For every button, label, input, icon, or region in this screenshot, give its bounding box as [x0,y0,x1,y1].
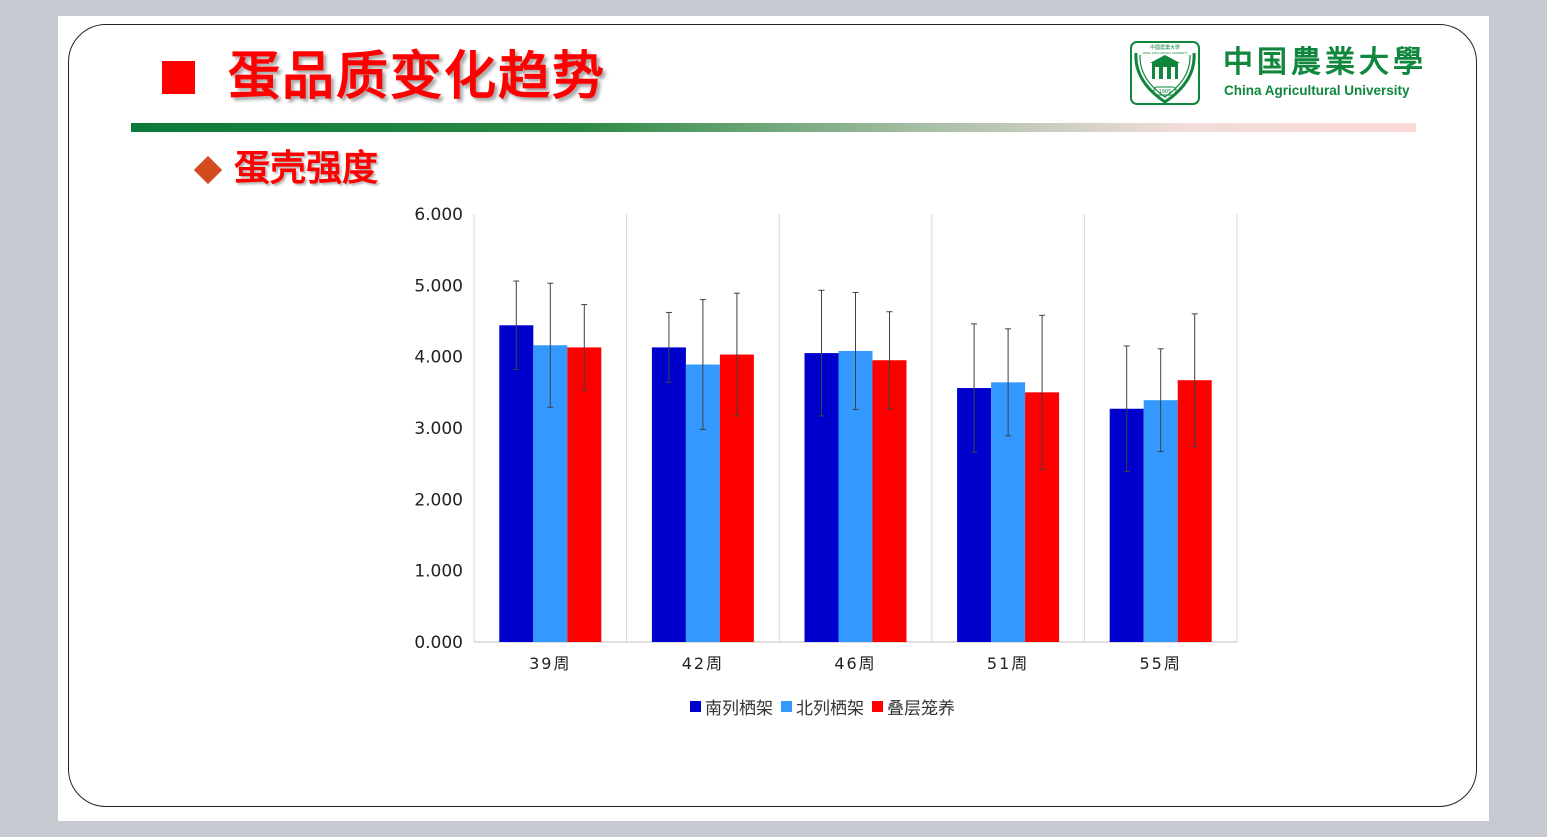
x-tick-label: 51周 [987,654,1029,673]
x-tick-label: 46周 [834,654,876,673]
legend-label: 北列栖架 [796,699,864,719]
y-tick-label: 6.000 [414,205,463,225]
slide: 蛋品质变化趋势 1905 中國農業大學 CHINA AGRICULTURAL U… [58,16,1489,821]
slide-frame [68,24,1477,807]
section-subtitle: 蛋壳强度 [234,148,379,189]
legend-swatch [690,701,701,712]
title-divider [131,123,1416,132]
title-bullet-square [162,61,195,94]
y-tick-label: 2.000 [414,490,463,510]
seal-year: 1905 [1159,89,1172,95]
y-tick-label: 1.000 [414,562,463,582]
seal-ring-text: CHINA AGRICULTURAL UNIVERSITY [1143,51,1188,55]
x-tick-label: 42周 [682,654,724,673]
university-name-cn: 中国農業大學 [1223,45,1427,80]
bar [651,347,686,642]
slide-title: 蛋品质变化趋势 [228,47,607,107]
y-tick-label: 5.000 [414,276,463,296]
x-tick-label: 39周 [529,654,571,673]
legend-item: 北列栖架 [781,694,864,719]
university-name-en: China Agricultural University [1224,83,1410,98]
legend-swatch [872,701,883,712]
y-tick-label: 4.000 [414,348,463,368]
legend-swatch [781,701,792,712]
legend-item: 叠层笼养 [872,694,955,719]
chart-legend: 南列栖架 北列栖架 叠层笼养 [690,694,955,719]
x-tick-label: 55周 [1140,654,1182,673]
seal-title: 中國農業大學 [1150,44,1180,51]
university-seal-icon: 1905 中國農業大學 CHINA AGRICULTURAL UNIVERSIT… [1130,41,1200,105]
y-tick-label: 3.000 [414,419,463,439]
legend-item: 南列栖架 [690,694,773,719]
legend-label: 南列栖架 [705,699,773,719]
y-tick-label: 0.000 [414,633,463,653]
legend-label: 叠层笼养 [887,699,955,719]
bar [499,325,534,642]
bar-chart: 0.000 1.000 2.000 3.000 4.000 5.000 6.000 39周 42… [414,205,1238,673]
bar [567,347,602,642]
